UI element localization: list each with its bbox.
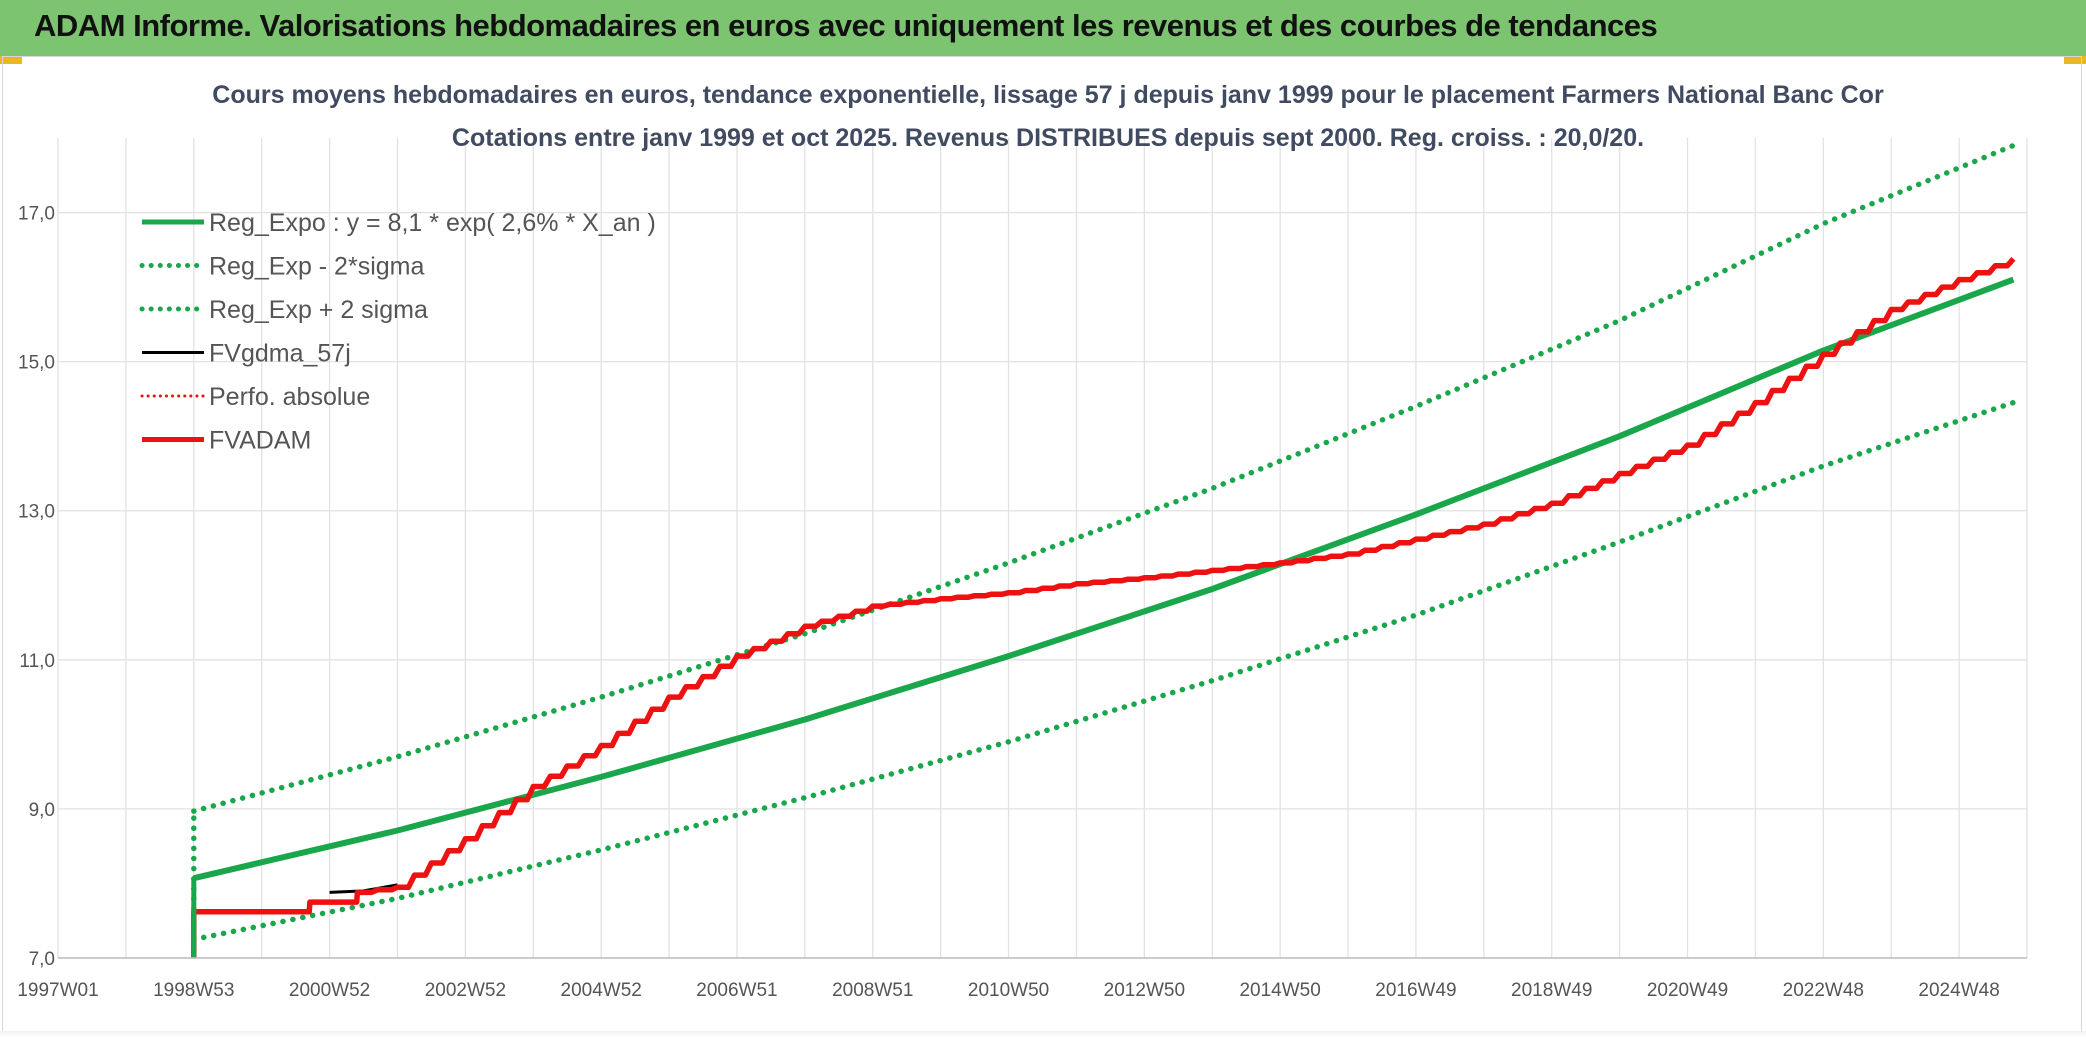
corner-marker-right bbox=[2064, 56, 2086, 64]
x-tick-label: 2020W49 bbox=[1647, 980, 1728, 1001]
x-tick-label: 2004W52 bbox=[561, 980, 642, 1001]
legend-label: Reg_Exp + 2 sigma bbox=[209, 296, 428, 324]
report-banner: ADAM Informe. Valorisations hebdomadaire… bbox=[0, 0, 2086, 56]
x-tick-label: 2024W48 bbox=[1918, 980, 1999, 1001]
x-tick-label: 2000W52 bbox=[289, 980, 370, 1001]
y-tick-label: 17,0 bbox=[18, 204, 55, 225]
y-tick-label: 9,0 bbox=[29, 800, 55, 821]
chart-subtitle: Cotations entre janv 1999 et oct 2025. R… bbox=[452, 124, 1644, 152]
line-chart: 7,0 9,0 11,0 13,0 15,0 17,0 1997W01 1998W53 2000… bbox=[17, 81, 2028, 1001]
x-tick-label: 2006W51 bbox=[696, 980, 777, 1001]
y-tick-label: 13,0 bbox=[18, 502, 55, 523]
x-tick-label: 2022W48 bbox=[1783, 980, 1864, 1001]
x-tick-label: 2008W51 bbox=[832, 980, 913, 1001]
grid bbox=[57, 138, 2028, 959]
x-tick-label: 2014W50 bbox=[1239, 980, 1320, 1001]
x-tick-label: 2010W50 bbox=[968, 980, 1049, 1001]
legend: Reg_Expo : y = 8,1 * exp( 2,6% * X_an ) R… bbox=[139, 209, 656, 455]
x-tick-label: 2018W49 bbox=[1511, 980, 1592, 1001]
series-line-5 bbox=[191, 256, 2016, 958]
legend-label: Reg_Exp - 2*sigma bbox=[209, 253, 424, 281]
legend-label: Perfo. absolue bbox=[209, 383, 370, 411]
x-tick-label: 2012W50 bbox=[1104, 980, 1185, 1001]
series-line-0 bbox=[193, 276, 2015, 882]
chart-title: Cours moyens hebdomadaires en euros, ten… bbox=[212, 81, 1884, 109]
axes: 7,0 9,0 11,0 13,0 15,0 17,0 1997W01 1998W53 2000… bbox=[17, 204, 2027, 1001]
y-tick-label: 7,0 bbox=[29, 949, 55, 970]
y-tick-label: 15,0 bbox=[18, 353, 55, 374]
x-tick-label: 2002W52 bbox=[425, 980, 506, 1001]
bottom-strip bbox=[0, 1031, 2086, 1037]
x-tick-label: 2016W49 bbox=[1375, 980, 1456, 1001]
x-tick-label: 1998W53 bbox=[153, 980, 234, 1001]
y-tick-label: 11,0 bbox=[19, 651, 55, 672]
corner-marker-left bbox=[0, 56, 22, 64]
legend-label: FVgdma_57j bbox=[209, 340, 351, 368]
legend-label: Reg_Expo : y = 8,1 * exp( 2,6% * X_an ) bbox=[209, 209, 656, 237]
report-title: ADAM Informe. Valorisations hebdomadaire… bbox=[34, 8, 1658, 43]
x-tick-label: 1997W01 bbox=[17, 980, 98, 1001]
legend-label: FVADAM bbox=[209, 427, 311, 455]
series-line-2 bbox=[191, 142, 2017, 814]
series-layer bbox=[191, 142, 2017, 958]
series-line-1 bbox=[191, 399, 2017, 943]
